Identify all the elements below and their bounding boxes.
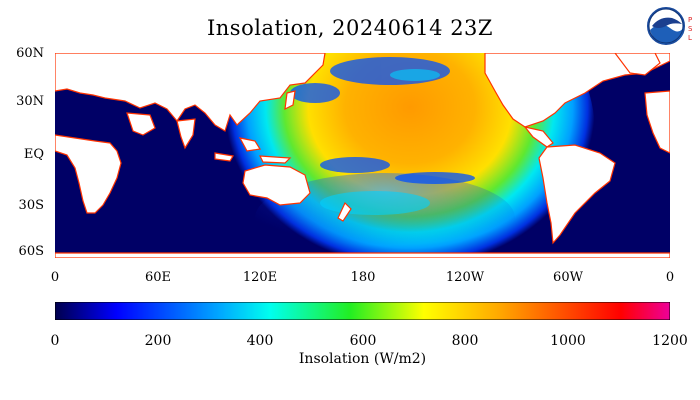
- lon-label: 0: [50, 270, 60, 285]
- lon-label: 180: [350, 270, 376, 285]
- colorbar-tick: 600: [349, 333, 377, 349]
- colorbar-tick: 400: [246, 333, 274, 349]
- lon-label: 0: [665, 270, 675, 285]
- colorbar-tick: 200: [144, 333, 172, 349]
- land-masses: [55, 53, 670, 258]
- lon-label: 60E: [144, 270, 172, 285]
- noaa-logo-icon: P S L: [647, 7, 692, 45]
- svg-text:P: P: [688, 16, 692, 24]
- map-title: Insolation, 20240614 23Z: [206, 16, 494, 40]
- svg-text:L: L: [688, 34, 692, 42]
- lat-label: 60S: [18, 244, 44, 259]
- lat-label: 30S: [18, 198, 44, 213]
- colorbar-label: Insolation (W/m2): [298, 351, 427, 367]
- lon-label: 120E: [242, 270, 278, 285]
- colorbar-tick: 1000: [550, 333, 586, 349]
- lon-label: 60W: [553, 270, 583, 285]
- colorbar: [55, 302, 670, 320]
- lat-label: EQ: [23, 147, 44, 162]
- colorbar-tick: 1200: [652, 333, 688, 349]
- lat-label: 30N: [16, 94, 44, 109]
- lon-label: 120W: [445, 270, 485, 285]
- svg-text:S: S: [688, 25, 692, 33]
- colorbar-tick: 800: [451, 333, 479, 349]
- colorbar-tick: 0: [50, 333, 60, 349]
- lat-label: 60N: [16, 46, 44, 61]
- insolation-map: [55, 53, 670, 258]
